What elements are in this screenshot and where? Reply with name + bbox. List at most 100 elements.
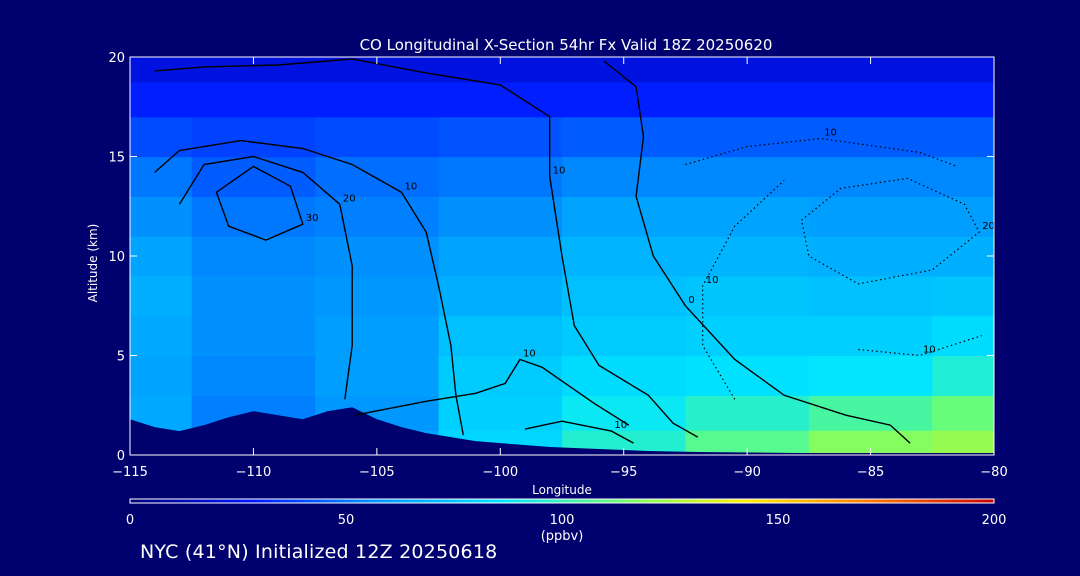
colorbar: 0 50 100 150 200 (ppbv) (126, 498, 1007, 544)
colorbar-tick-label: 0 (126, 513, 134, 528)
heatmap-cell (562, 116, 687, 158)
heatmap-cell (315, 236, 440, 277)
heatmap-cell (562, 236, 687, 277)
heatmap-cell (315, 275, 440, 317)
heatmap-cell (932, 57, 994, 83)
heatmap-cell (191, 116, 316, 158)
colorbar-tick-label: 100 (550, 513, 575, 528)
x-axis: −115 −110 −105 −100 −95 −90 −85 −80 (112, 57, 1008, 480)
heatmap-cell (191, 81, 316, 118)
heatmap-cell (130, 355, 193, 396)
heatmap-cell (438, 275, 563, 317)
contour-label: 20 (343, 193, 356, 204)
heatmap-cell (808, 116, 933, 158)
contour-label: 10 (553, 165, 566, 176)
contour-label: 10 (523, 348, 536, 359)
heatmap-cell (315, 355, 440, 396)
chart-title: CO Longitudinal X-Section 54hr Fx Valid … (360, 36, 773, 54)
contour-label: 10 (614, 420, 627, 431)
heatmap-cell (130, 116, 193, 158)
heatmap-cell (191, 196, 316, 237)
heatmap-cell (932, 156, 994, 197)
contour-label: 10 (824, 128, 837, 139)
heatmap-cell (808, 156, 933, 197)
heatmap-cell (808, 196, 933, 237)
heatmap-cell (932, 315, 994, 357)
y-tick-label: 0 (117, 449, 125, 464)
terrain-polygon (130, 407, 994, 455)
contour-label: 20 (982, 221, 995, 232)
heatmap-cell (808, 315, 933, 357)
heatmap-cell (438, 81, 563, 118)
plot-area: 10 10 20 30 0 10 10 10 20 10 10 −115 −110 −105 −100 −9… (108, 51, 1007, 480)
y-axis-label: Altitude (km) (86, 224, 100, 303)
contour-line (800, 177, 980, 285)
contour-line (603, 60, 911, 444)
colorbar-unit-label: (ppbv) (541, 529, 584, 544)
contour-label: 0 (688, 295, 694, 306)
heatmap-cell (808, 275, 933, 317)
heatmap-cell (562, 196, 687, 237)
heatmap-cell (315, 196, 440, 237)
heatmap-cell (438, 355, 563, 396)
heatmap-cell (438, 196, 563, 237)
heatmap-cell (191, 156, 316, 197)
colorbar-ticks: 0 50 100 150 200 (126, 513, 1007, 528)
contour-line (178, 155, 353, 400)
x-tick-label: −90 (733, 465, 760, 480)
heatmap-cell (191, 236, 316, 277)
y-tick-label: 5 (117, 350, 125, 365)
x-tick-label: −115 (112, 465, 148, 480)
heatmap-cell (562, 315, 687, 357)
contour-line (524, 420, 634, 444)
heatmap-cell (932, 275, 994, 317)
heatmap-cell (932, 116, 994, 158)
heatmap-cell (562, 156, 687, 197)
y-tick-label: 10 (108, 250, 125, 265)
x-tick-label: −110 (236, 465, 272, 480)
contour-line (354, 358, 630, 426)
colorbar-tick-label: 200 (982, 513, 1007, 528)
heatmap-cell (562, 355, 687, 396)
contour-line (702, 179, 785, 400)
heatmap-cell (191, 275, 316, 317)
x-tick-label: −105 (359, 465, 395, 480)
heatmap-cell (685, 395, 810, 431)
x-tick-label: −100 (482, 465, 518, 480)
y-axis: 0 5 10 15 20 (108, 51, 994, 464)
init-footer: NYC (41°N) Initialized 12Z 20250618 (140, 541, 498, 563)
heatmap-cell (191, 315, 316, 357)
heatmap-cell (438, 236, 563, 277)
heatmap-cell (130, 315, 193, 357)
contour-label: 10 (923, 345, 936, 356)
heatmap-cell (932, 196, 994, 237)
heatmap-cell (932, 430, 994, 455)
x-axis-label: Longitude (532, 483, 592, 497)
heatmap-cell (932, 236, 994, 277)
colorbar-strip (129, 498, 995, 504)
heatmap-cell (808, 355, 933, 396)
heatmap-cell (315, 81, 440, 118)
heatmap-cell (438, 315, 563, 357)
heatmap-cell (130, 275, 193, 317)
heatmap-cell (685, 355, 810, 396)
heatmap-cell (438, 116, 563, 158)
heatmap-cell (932, 81, 994, 118)
terrain-layer (130, 407, 994, 455)
contour-line (215, 165, 304, 241)
heatmap-cell (562, 275, 687, 317)
heatmap-cell (130, 236, 193, 277)
contour-lines: 10 10 20 30 0 10 10 10 20 10 10 (154, 58, 995, 444)
x-tick-label: −80 (980, 465, 1007, 480)
heatmap-cell (315, 315, 440, 357)
x-tick-label: −85 (857, 465, 884, 480)
x-tick-label: −95 (610, 465, 637, 480)
contour-label: 30 (306, 213, 319, 224)
heatmap-cell (808, 81, 933, 118)
heatmap-cell (932, 395, 994, 431)
contour-line (154, 58, 699, 438)
heatmap-cell (315, 156, 440, 197)
heatmap-cell (685, 236, 810, 277)
heatmap-cell (685, 116, 810, 158)
colorbar-tick-label: 50 (338, 513, 355, 528)
